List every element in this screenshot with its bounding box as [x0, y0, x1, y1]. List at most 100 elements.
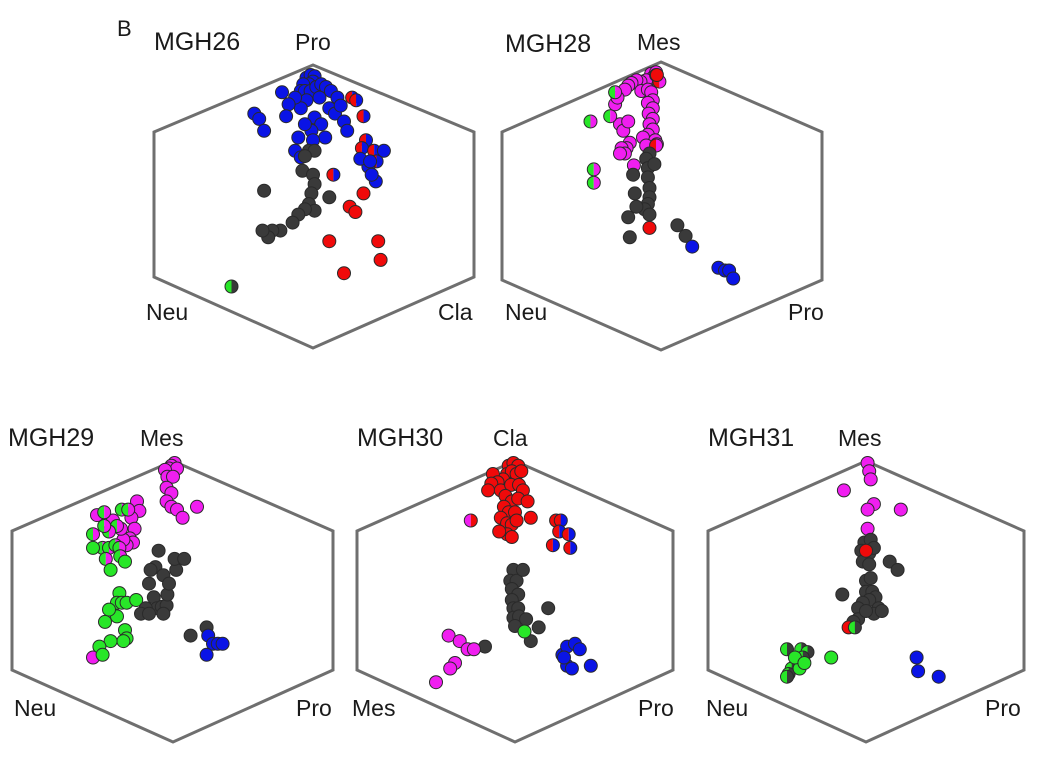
point-half-right — [356, 93, 363, 107]
point-half-left — [587, 162, 594, 176]
point-outline — [121, 502, 136, 517]
corner-label-top: Mes — [838, 425, 881, 451]
data-point — [356, 186, 371, 201]
figure-letter: B — [117, 16, 132, 41]
point-half-left — [464, 514, 471, 528]
data-point — [517, 624, 532, 639]
data-point — [859, 604, 873, 618]
point-half-right — [361, 141, 369, 155]
data-point — [142, 606, 156, 621]
data-point-mixed — [97, 519, 112, 533]
point-outline — [545, 538, 560, 553]
panel-mgh26: MGH26 Pro Neu Cla — [146, 28, 476, 350]
point-half-right — [593, 176, 601, 190]
corner-label-top: Cla — [493, 425, 528, 451]
hexagon-frame — [500, 60, 824, 352]
data-point — [863, 571, 878, 586]
data-point — [726, 271, 741, 286]
data-point-mixed — [86, 527, 100, 542]
data-point — [613, 146, 627, 161]
data-point — [541, 601, 556, 616]
data-point — [909, 650, 924, 665]
corner-label-left: Neu — [706, 695, 748, 721]
data-point-mixed — [586, 175, 601, 190]
data-point — [626, 167, 641, 182]
data-point — [166, 469, 180, 484]
point-half-left — [225, 279, 232, 293]
point-half-left — [97, 519, 105, 533]
data-point — [504, 530, 519, 544]
point-half-right — [104, 505, 111, 519]
point-half-left — [102, 541, 109, 555]
data-point — [509, 513, 524, 528]
data-point — [836, 483, 851, 498]
data-point-mixed — [224, 279, 239, 294]
data-point — [322, 234, 337, 249]
corner-label-right: Cla — [438, 299, 473, 325]
data-point — [564, 661, 579, 676]
data-point — [519, 612, 534, 627]
data-point — [523, 634, 538, 649]
data-point — [333, 98, 348, 113]
data-point — [291, 130, 306, 145]
point-half-right — [854, 620, 862, 634]
point-outline — [97, 519, 112, 533]
point-outline — [608, 85, 623, 100]
point-half-right — [560, 514, 568, 528]
data-point — [893, 502, 908, 517]
point-outline — [603, 109, 618, 124]
point-half-left — [780, 670, 787, 684]
panel-title: MGH26 — [154, 28, 240, 56]
point-half-left — [357, 109, 364, 123]
data-point — [340, 123, 355, 138]
point-half-right — [552, 538, 560, 552]
point-half-left — [554, 514, 561, 528]
data-point — [835, 587, 850, 602]
data-points — [780, 456, 946, 684]
point-half-right — [333, 168, 340, 182]
data-point — [95, 647, 110, 662]
data-point — [863, 472, 878, 487]
data-point — [441, 628, 456, 643]
point-half-left — [549, 514, 557, 528]
data-point — [318, 130, 333, 145]
corner-label-top: Pro — [295, 29, 331, 55]
data-point-mixed — [545, 538, 560, 553]
point-outline — [326, 167, 341, 182]
data-point — [281, 97, 296, 112]
data-point — [255, 223, 270, 238]
data-point — [492, 524, 507, 539]
data-point — [622, 230, 637, 245]
corner-label-left: Mes — [352, 695, 395, 721]
data-point — [797, 656, 812, 670]
data-point — [557, 650, 571, 665]
data-point-mixed — [121, 502, 136, 517]
point-half-left — [86, 527, 93, 541]
data-points — [429, 456, 598, 690]
data-point — [322, 190, 337, 205]
data-point — [523, 510, 538, 525]
point-half-left — [780, 642, 787, 656]
data-point — [627, 186, 642, 201]
data-point — [531, 620, 546, 635]
data-point — [890, 562, 905, 577]
point-half-right — [104, 519, 111, 533]
data-point — [183, 628, 198, 643]
point-half-left — [563, 541, 571, 555]
point-half-right — [590, 115, 597, 129]
point-half-left — [562, 527, 569, 541]
point-half-left — [115, 503, 122, 517]
corner-label-right: Pro — [788, 299, 824, 325]
data-point — [364, 167, 379, 182]
data-point — [337, 266, 351, 281]
data-point — [514, 464, 529, 479]
data-point — [257, 183, 272, 198]
hexagon-frame — [10, 459, 335, 744]
data-point — [860, 502, 875, 517]
data-point — [859, 543, 873, 558]
point-half-right — [610, 109, 617, 123]
data-point — [481, 483, 496, 498]
point-half-right — [93, 527, 100, 541]
data-point — [642, 220, 657, 235]
point-half-left — [326, 168, 334, 182]
